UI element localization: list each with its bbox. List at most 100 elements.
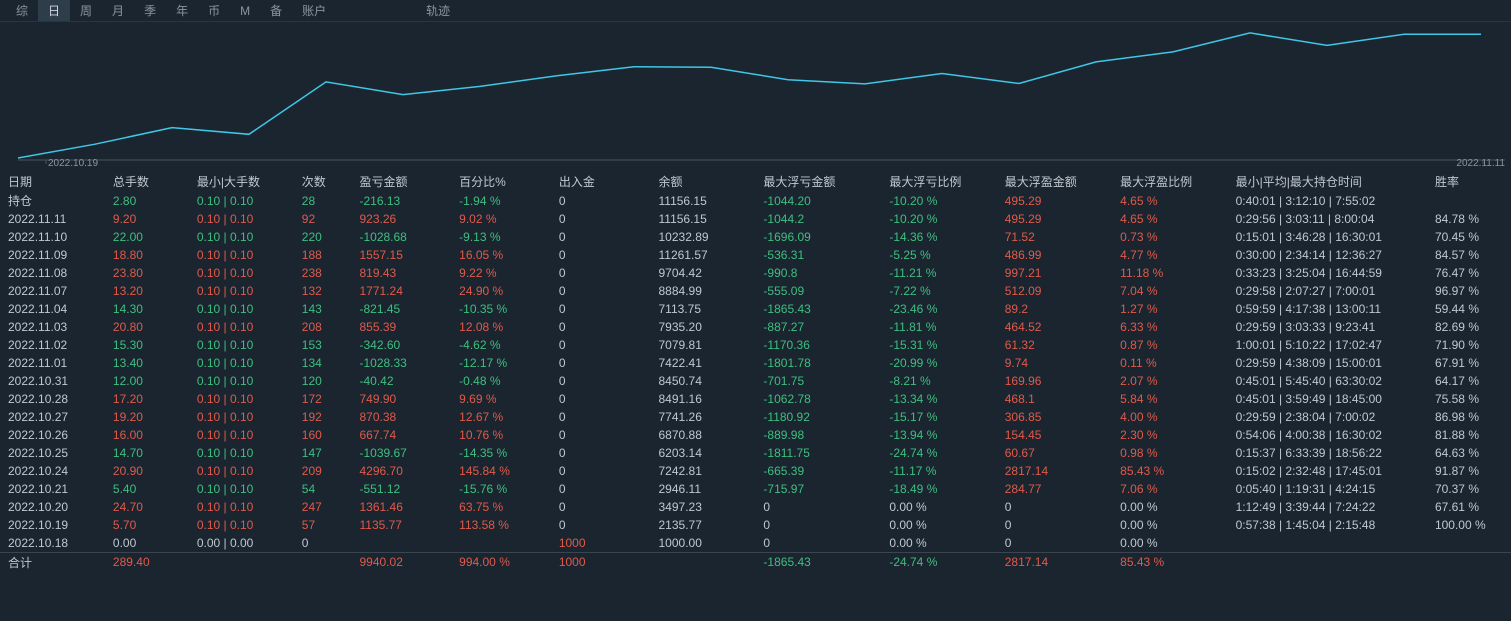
col-minmax_hands[interactable]: 最小|大手数 [189,172,294,191]
table-row[interactable]: 2022.10.2719.200.10 | 0.10192870.3812.67… [0,408,1511,426]
cell-hold_time: 0:30:00 | 2:34:14 | 12:36:27 [1228,246,1427,264]
col-winrate[interactable]: 胜率 [1427,172,1511,191]
table-row[interactable]: 2022.11.0113.400.10 | 0.10134-1028.33-12… [0,354,1511,372]
cell-deposit: 0 [551,372,651,390]
table-row[interactable]: 2022.11.0918.800.10 | 0.101881557.1516.0… [0,246,1511,264]
table-row[interactable]: 2022.10.2024.700.10 | 0.102471361.4663.7… [0,498,1511,516]
cell-balance: 3497.23 [651,498,756,516]
cell-date: 2022.11.01 [0,354,105,372]
cell-max_float_profit: 495.29 [997,210,1112,228]
cell-pnl: 667.74 [351,426,451,444]
cell-winrate: 71.90 % [1427,336,1511,354]
cell-pct [451,534,551,552]
cell-deposit: 0 [551,426,651,444]
tab-日[interactable]: 日 [38,0,70,21]
table-row[interactable]: 2022.10.2514.700.10 | 0.10147-1039.67-14… [0,444,1511,462]
table-row[interactable]: 2022.10.215.400.10 | 0.1054-551.12-15.76… [0,480,1511,498]
cell-hold_time: 0:45:01 | 3:59:49 | 18:45:00 [1228,390,1427,408]
cell-max_float_loss: -1801.78 [755,354,881,372]
cell-max_float_loss_pct: -20.99 % [881,354,996,372]
cell-pct: -10.35 % [451,300,551,318]
cell-minmax_hands: 0.10 | 0.10 [189,336,294,354]
col-pnl[interactable]: 盈亏金额 [351,172,451,191]
cell-max_float_profit: 71.52 [997,228,1112,246]
cell-count: 209 [294,462,352,480]
table-row[interactable]: 2022.10.2420.900.10 | 0.102094296.70145.… [0,462,1511,480]
cell-pnl: 9940.02 [351,552,451,572]
col-max_float_loss_pct[interactable]: 最大浮亏比例 [881,172,996,191]
table-row[interactable]: 2022.10.2817.200.10 | 0.10172749.909.69 … [0,390,1511,408]
cell-max_float_loss: -1811.75 [755,444,881,462]
col-balance[interactable]: 余额 [651,172,756,191]
cell-winrate: 70.45 % [1427,228,1511,246]
cell-date: 合计 [0,552,105,572]
tab-账户[interactable]: 账户 [292,0,336,21]
table-row[interactable]: 2022.11.0823.800.10 | 0.10238819.439.22 … [0,264,1511,282]
cell-balance: 8884.99 [651,282,756,300]
table-row[interactable]: 2022.11.1022.000.10 | 0.10220-1028.68-9.… [0,228,1511,246]
col-hold_time[interactable]: 最小|平均|最大持仓时间 [1228,172,1427,191]
cell-count: 54 [294,480,352,498]
cell-minmax_hands: 0.10 | 0.10 [189,191,294,210]
col-pct[interactable]: 百分比% [451,172,551,191]
cell-date: 2022.11.07 [0,282,105,300]
cell-max_float_loss_pct: 0.00 % [881,498,996,516]
summary-row[interactable]: 合计289.409940.02994.00 %1000-1865.43-24.7… [0,552,1511,572]
cell-minmax_hands: 0.10 | 0.10 [189,282,294,300]
cell-deposit: 0 [551,246,651,264]
tab-M[interactable]: M [230,2,260,20]
cell-max_float_profit_pct: 85.43 % [1112,552,1227,572]
table-row[interactable]: 2022.10.195.700.10 | 0.10571135.77113.58… [0,516,1511,534]
tab-月[interactable]: 月 [102,0,134,21]
cell-count: 120 [294,372,352,390]
cell-total_hands: 13.20 [105,282,189,300]
cell-max_float_profit_pct: 1.27 % [1112,300,1227,318]
cell-max_float_loss: -1170.36 [755,336,881,354]
cell-pnl: 1135.77 [351,516,451,534]
table-row[interactable]: 持仓2.800.10 | 0.1028-216.13-1.94 %011156.… [0,191,1511,210]
cell-winrate: 81.88 % [1427,426,1511,444]
table-row[interactable]: 2022.11.119.200.10 | 0.1092923.269.02 %0… [0,210,1511,228]
col-max_float_profit_pct[interactable]: 最大浮盈比例 [1112,172,1227,191]
table-row[interactable]: 2022.10.3112.000.10 | 0.10120-40.42-0.48… [0,372,1511,390]
tab-综[interactable]: 综 [6,0,38,21]
table-row[interactable]: 2022.11.0713.200.10 | 0.101321771.2424.9… [0,282,1511,300]
table-row[interactable]: 2022.11.0320.800.10 | 0.10208855.3912.08… [0,318,1511,336]
cell-balance: 2946.11 [651,480,756,498]
table-row[interactable]: 2022.11.0414.300.10 | 0.10143-821.45-10.… [0,300,1511,318]
cell-count: 143 [294,300,352,318]
cell-balance: 10232.89 [651,228,756,246]
cell-pct: 63.75 % [451,498,551,516]
cell-count: 28 [294,191,352,210]
col-total_hands[interactable]: 总手数 [105,172,189,191]
cell-pnl: 1557.15 [351,246,451,264]
tab-币[interactable]: 币 [198,0,230,21]
tab-年[interactable]: 年 [166,0,198,21]
table-row[interactable]: 2022.10.180.000.00 | 0.00010001000.0000.… [0,534,1511,552]
cell-total_hands: 289.40 [105,552,189,572]
table-row[interactable]: 2022.11.0215.300.10 | 0.10153-342.60-4.6… [0,336,1511,354]
cell-total_hands: 13.40 [105,354,189,372]
tab-季[interactable]: 季 [134,0,166,21]
cell-balance: 1000.00 [651,534,756,552]
tab-周[interactable]: 周 [70,0,102,21]
cell-pct: 10.76 % [451,426,551,444]
col-max_float_profit[interactable]: 最大浮盈金额 [997,172,1112,191]
cell-max_float_loss: 0 [755,534,881,552]
cell-max_float_profit: 306.85 [997,408,1112,426]
col-deposit[interactable]: 出入金 [551,172,651,191]
cell-deposit: 0 [551,462,651,480]
col-count[interactable]: 次数 [294,172,352,191]
cell-winrate [1427,552,1511,572]
tab-trajectory[interactable]: 轨迹 [416,0,460,21]
cell-max_float_loss: -536.31 [755,246,881,264]
cell-max_float_profit_pct: 85.43 % [1112,462,1227,480]
cell-max_float_loss_pct: -15.31 % [881,336,996,354]
cell-max_float_loss_pct: -18.49 % [881,480,996,498]
col-max_float_loss[interactable]: 最大浮亏金额 [755,172,881,191]
table-row[interactable]: 2022.10.2616.000.10 | 0.10160667.7410.76… [0,426,1511,444]
cell-balance: 7422.41 [651,354,756,372]
tab-备[interactable]: 备 [260,0,292,21]
col-date[interactable]: 日期 [0,172,105,191]
cell-max_float_loss: -990.8 [755,264,881,282]
